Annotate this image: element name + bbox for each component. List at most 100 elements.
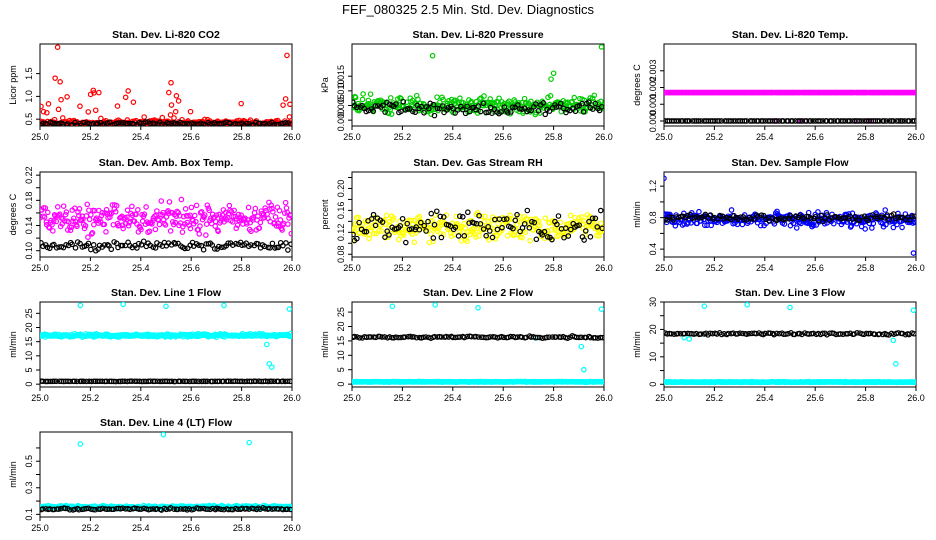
data-point-reference (81, 119, 87, 126)
data-point-reference (171, 506, 177, 512)
x-tick-label: 25.4 (444, 132, 462, 142)
data-point-primary (830, 220, 837, 227)
outlier-point (168, 79, 174, 86)
data-point-reference (698, 118, 704, 124)
chart-title: Stan. Dev. Line 4 (LT) Flow (100, 417, 233, 429)
data-point-primary (89, 230, 96, 236)
data-point-reference (477, 108, 484, 115)
data-point-reference (409, 108, 416, 115)
data-point-reference (55, 506, 62, 512)
data-point-reference (851, 331, 857, 337)
data-point-reference (909, 118, 916, 124)
data-point-reference (465, 209, 471, 216)
data-point-reference (182, 245, 188, 252)
data-point-reference (886, 118, 893, 124)
data-point-reference (431, 112, 438, 119)
data-point-reference (483, 232, 489, 239)
data-point-primary (280, 102, 286, 108)
data-point-reference (508, 109, 514, 115)
data-point-primary (257, 219, 264, 226)
x-tick-label: 25.8 (233, 132, 251, 142)
data-point-primary (223, 209, 229, 216)
data-point-primary (179, 229, 186, 235)
data-point-primary (50, 218, 57, 224)
data-point-reference (225, 378, 232, 385)
x-tick-label: 25.8 (857, 393, 875, 403)
data-point-reference (412, 109, 419, 116)
x-tick-label: 25.8 (233, 523, 251, 533)
data-point-reference (524, 207, 531, 214)
y-axis-label: ml/min (8, 461, 18, 488)
data-point-reference (576, 334, 582, 341)
data-point-reference (115, 120, 122, 126)
data-point-reference (288, 241, 292, 247)
x-tick-label: 25.0 (343, 393, 361, 403)
outlier-point (598, 44, 604, 50)
data-point-reference (94, 120, 101, 126)
y-axis-label: ml/min (632, 331, 642, 358)
data-point-reference (582, 228, 589, 234)
data-point-primary (485, 218, 492, 225)
data-point-primary (464, 238, 471, 245)
points-layer (664, 175, 916, 256)
data-point-reference (833, 214, 839, 220)
plot-frame (663, 43, 917, 127)
data-point-reference (692, 118, 698, 124)
plot-frame (351, 301, 605, 388)
plot-frame (351, 171, 605, 258)
data-point-primary (478, 213, 485, 220)
data-point-primary (285, 221, 291, 227)
data-point-primary (231, 207, 237, 214)
data-point-primary (72, 218, 79, 225)
data-point-primary (197, 223, 203, 229)
data-point-reference (354, 235, 360, 242)
data-point-primary (204, 202, 211, 209)
data-point-primary (862, 226, 869, 232)
data-point-reference (172, 121, 179, 126)
data-point-reference (512, 334, 519, 341)
data-point-primary (67, 227, 74, 234)
data-point-reference (215, 506, 222, 512)
panel-sampleflow: Stan. Dev. Sample Flow 25.0 25.2 25.4 25.6 25… (632, 157, 925, 273)
data-point-reference (370, 108, 376, 114)
data-point-reference (666, 214, 673, 220)
x-tick-label: 26.0 (907, 263, 925, 273)
data-point-reference (675, 118, 682, 124)
data-point-reference (684, 212, 691, 219)
data-point-reference (207, 506, 213, 513)
data-point-reference (443, 333, 450, 340)
data-point-reference (572, 108, 579, 115)
data-point-reference (450, 334, 456, 341)
data-point-reference (198, 378, 205, 385)
data-point-primary (774, 208, 780, 215)
data-point-reference (71, 378, 78, 385)
data-point-primary (193, 202, 200, 209)
data-point-primary (88, 212, 94, 218)
data-point-primary (578, 214, 585, 220)
data-point-reference (828, 118, 835, 124)
data-point-primary (457, 228, 463, 234)
data-point-reference (590, 106, 596, 112)
data-point-primary (286, 333, 292, 340)
y-axis-label: ml/min (632, 201, 642, 228)
data-point-reference (352, 333, 358, 340)
data-point-primary (890, 224, 897, 231)
data-point-primary (167, 112, 174, 118)
data-point-primary (269, 205, 275, 212)
data-point-primary (196, 231, 203, 237)
data-point-reference (489, 110, 495, 116)
y-tick-label: 0.1 (24, 508, 34, 521)
data-point-reference (72, 245, 79, 251)
data-point-reference (840, 118, 846, 124)
data-point-reference (195, 378, 202, 385)
data-point-reference (209, 242, 216, 248)
data-point-reference (728, 216, 734, 223)
data-point-reference (526, 107, 532, 113)
data-point-reference (696, 215, 702, 221)
data-point-reference (180, 378, 186, 385)
data-point-reference (275, 244, 282, 251)
data-point-reference (271, 121, 278, 126)
data-point-reference (883, 118, 890, 124)
data-point-primary (154, 208, 160, 214)
